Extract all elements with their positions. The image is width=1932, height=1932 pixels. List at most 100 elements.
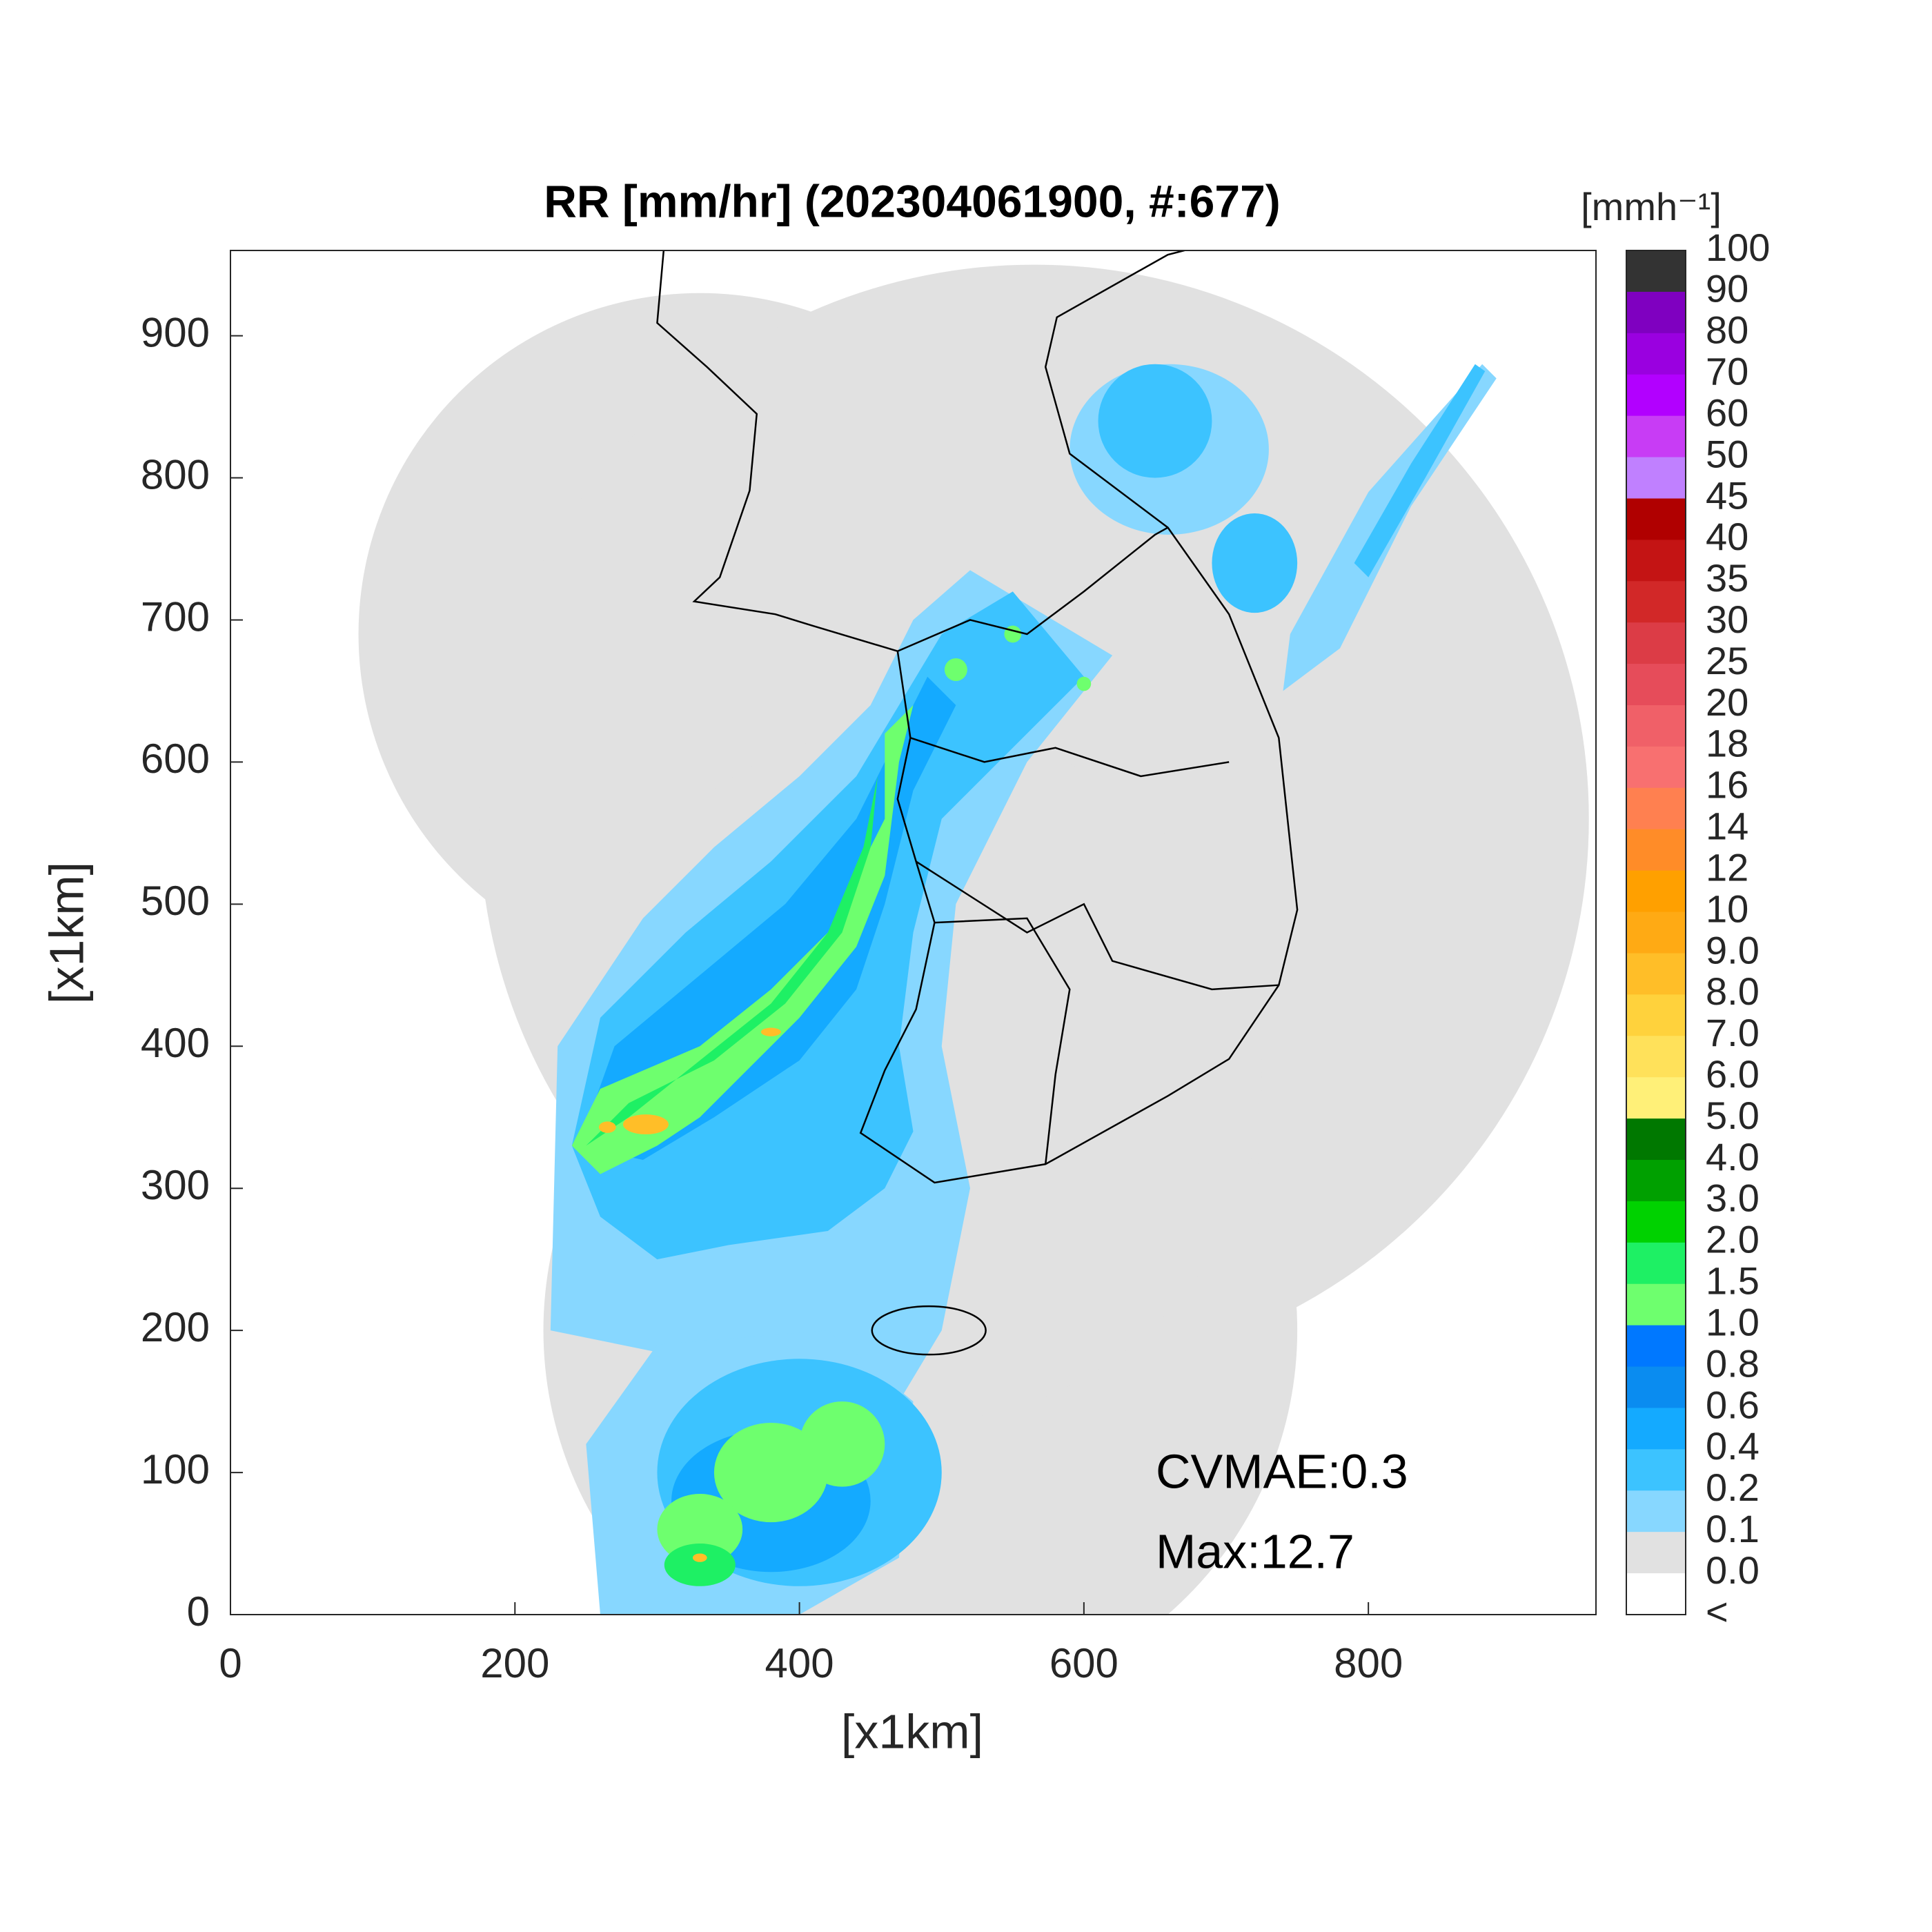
island: [872, 1306, 986, 1354]
colorbar-segment: [1626, 787, 1686, 830]
colorbar-label: 10: [1706, 887, 1748, 930]
map-area: [358, 244, 1589, 1615]
colorbar-segment: [1626, 994, 1686, 1036]
colorbar-label: 2.0: [1706, 1218, 1759, 1261]
colorbar-segment: [1626, 1036, 1686, 1078]
colorbar-segment: [1626, 705, 1686, 747]
precip-peak: [598, 1027, 781, 1562]
colorbar-segment: [1626, 829, 1686, 871]
colorbar-label: 100: [1706, 226, 1770, 269]
colorbar-label: 3.0: [1706, 1176, 1759, 1220]
colorbar-segment: [1626, 746, 1686, 789]
colorbar-label: 1.0: [1706, 1300, 1759, 1343]
y-axis-label: [x1km]: [39, 862, 93, 1004]
colorbar-segment: [1626, 540, 1686, 582]
colorbar-label: 6.0: [1706, 1052, 1759, 1096]
y-tick-label: 600: [141, 736, 210, 782]
colorbar-label: 60: [1706, 391, 1748, 434]
colorbar-segment: [1626, 581, 1686, 623]
colorbar-segment: [1626, 911, 1686, 954]
colorbar-segment: [1626, 457, 1686, 499]
colorbar-label: 90: [1706, 267, 1748, 310]
colorbar-label: 25: [1706, 639, 1748, 682]
colorbar-label: 20: [1706, 680, 1748, 724]
radar-field: [358, 244, 1589, 1615]
colorbar-segment: [1626, 1077, 1686, 1119]
colorbar-segment: [1626, 498, 1686, 540]
colorbar-label: 18: [1706, 722, 1748, 765]
colorbar-label: 35: [1706, 556, 1748, 600]
colorbar-label: 0.2: [1706, 1466, 1759, 1509]
colorbar-segment: [1626, 1366, 1686, 1408]
colorbar-label: 8.0: [1706, 969, 1759, 1013]
colorbar-label: 5.0: [1706, 1094, 1759, 1137]
annotation: Max:12.7: [1156, 1524, 1354, 1578]
colorbar-segment: [1626, 250, 1686, 293]
colorbar-segment: [1626, 1532, 1686, 1574]
y-tick-label: 700: [141, 593, 210, 640]
x-tick-label: 600: [1049, 1640, 1118, 1686]
x-tick-label: 400: [765, 1640, 834, 1686]
colorbar-segment: [1626, 333, 1686, 375]
border: [910, 738, 1229, 776]
colorbar-label: 9.0: [1706, 928, 1759, 972]
colorbar-label: 0.8: [1706, 1341, 1759, 1385]
colorbar-label: 16: [1706, 763, 1748, 807]
annotation: CVMAE:0.3: [1156, 1444, 1408, 1498]
y-tick-label: 500: [141, 878, 210, 924]
colorbar-segment: [1626, 1573, 1686, 1615]
colorbar-segment: [1626, 1490, 1686, 1532]
x-tick-label: 200: [480, 1640, 549, 1686]
x-tick-label: 0: [219, 1640, 241, 1686]
colorbar-segment: [1626, 291, 1686, 334]
ticks: 0 200 400 600 800 0 100 200 300 400 500 600 700 800 90…: [141, 309, 1403, 1686]
border: [898, 528, 1168, 651]
border: [934, 918, 1070, 1164]
axes-frame: [230, 250, 1597, 1615]
y-tick-label: 400: [141, 1020, 210, 1066]
colorbar-label: 12: [1706, 845, 1748, 889]
colorbar: 100908070605045403530252018161412109.08.…: [1626, 226, 1770, 1633]
colorbar-segment: [1626, 1408, 1686, 1450]
colorbar-frame: [1626, 250, 1686, 1615]
colorbar-label: 0.6: [1706, 1383, 1759, 1426]
colorbar-segment: [1626, 1325, 1686, 1368]
y-tick-label: 300: [141, 1162, 210, 1208]
colorbar-label: 40: [1706, 515, 1748, 558]
x-tick-label: 800: [1334, 1640, 1403, 1686]
colorbar-label: 45: [1706, 473, 1748, 517]
y-tick-label: 200: [141, 1304, 210, 1350]
colorbar-label: <: [1706, 1590, 1728, 1633]
colorbar-segment: [1626, 1242, 1686, 1285]
y-tick-label: 0: [187, 1588, 210, 1635]
colorbar-label: 0.1: [1706, 1507, 1759, 1550]
colorbar-label: 4.0: [1706, 1135, 1759, 1179]
colorbar-label: 80: [1706, 308, 1748, 352]
colorbar-segment: [1626, 1283, 1686, 1326]
colorbar-segment: [1626, 1118, 1686, 1161]
colorbar-label: 70: [1706, 350, 1748, 393]
colorbar-segment: [1626, 1449, 1686, 1491]
y-tick-label: 800: [141, 451, 210, 497]
colorbar-label: 14: [1706, 805, 1748, 848]
colorbar-segment: [1626, 953, 1686, 995]
colorbar-segment: [1626, 374, 1686, 417]
x-axis-label: [x1km]: [841, 1704, 983, 1758]
colorbar-segment: [1626, 1201, 1686, 1243]
y-tick-label: 100: [141, 1446, 210, 1492]
colorbar-label: 7.0: [1706, 1011, 1759, 1054]
colorbar-segment: [1626, 870, 1686, 913]
colorbar-segment: [1626, 415, 1686, 458]
colorbar-label: 1.5: [1706, 1259, 1759, 1303]
colorbar-label: 30: [1706, 598, 1748, 641]
colorbar-title: [mmh⁻¹]: [1581, 185, 1722, 228]
colorbar-segment: [1626, 664, 1686, 706]
colorbar-label: 0.0: [1706, 1548, 1759, 1592]
chart-title: RR [mm/hr] (202304061900, #:677): [544, 175, 1281, 226]
colorbar-label: 0.4: [1706, 1424, 1759, 1468]
colorbar-segment: [1626, 1160, 1686, 1202]
border: [916, 862, 1279, 989]
y-tick-label: 900: [141, 309, 210, 355]
colorbar-label: 50: [1706, 432, 1748, 475]
